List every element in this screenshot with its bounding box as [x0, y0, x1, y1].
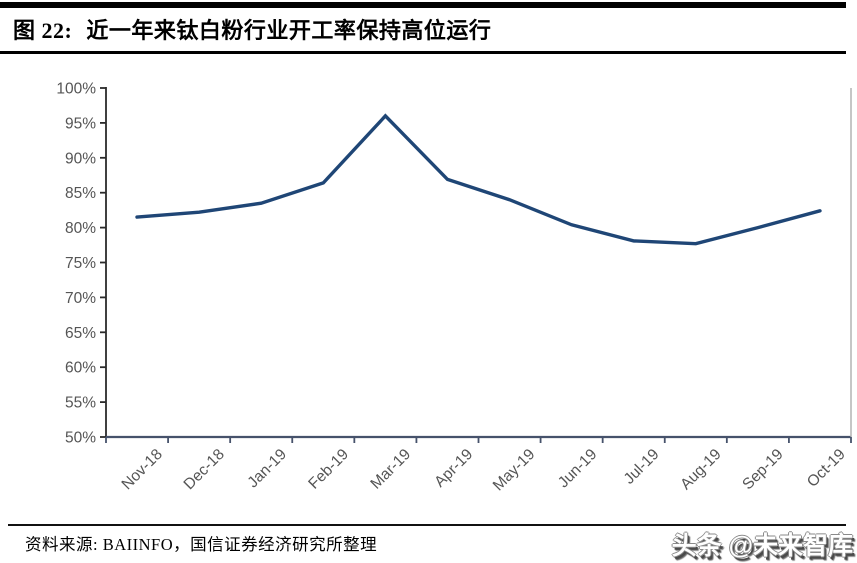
y-tick-label: 90% [65, 150, 96, 167]
source-note: 资料来源: BAIINFO，国信证券经济研究所整理 [25, 535, 378, 554]
y-tick-label: 50% [65, 430, 96, 447]
x-tick-label: Jul-19 [621, 446, 663, 488]
x-tick-label: Feb-19 [305, 446, 352, 493]
figure-number-label: 图 22: [13, 18, 73, 43]
figure-title: 图 22: 近一年来钛白粉行业开工率保持高位运行 [13, 13, 833, 45]
x-tick-label: Mar-19 [367, 446, 414, 493]
x-tick-label: Jun-19 [555, 446, 601, 492]
x-tick-label: Oct-19 [804, 446, 849, 491]
x-tick-label: Apr-19 [431, 446, 476, 491]
watermark: 头条 @未来智库 [671, 532, 853, 560]
operating-rate-series-line [135, 113, 822, 246]
y-tick-label: 80% [65, 220, 96, 237]
y-tick-label: 100% [56, 81, 96, 98]
y-tick-label: 65% [65, 325, 96, 342]
x-tick-label: Jan-19 [244, 446, 290, 492]
y-tick-label: 55% [65, 395, 96, 412]
y-tick-label: 85% [65, 185, 96, 202]
title-divider [0, 51, 846, 54]
footer-divider [8, 524, 846, 526]
figure-title-text: 近一年来钛白粉行业开工率保持高位运行 [86, 18, 492, 43]
x-tick-label: Dec-18 [181, 446, 228, 493]
y-tick-label: 70% [65, 290, 96, 307]
y-tick-label: 75% [65, 255, 96, 272]
x-tick-label: Aug-19 [677, 446, 724, 493]
y-tick-label: 95% [65, 115, 96, 132]
y-tick-label: 60% [65, 360, 96, 377]
x-tick-label: Sep-19 [739, 446, 786, 493]
x-tick-label: May-19 [490, 446, 539, 495]
top-rule [0, 2, 846, 8]
x-tick-label: Nov-18 [119, 446, 166, 493]
